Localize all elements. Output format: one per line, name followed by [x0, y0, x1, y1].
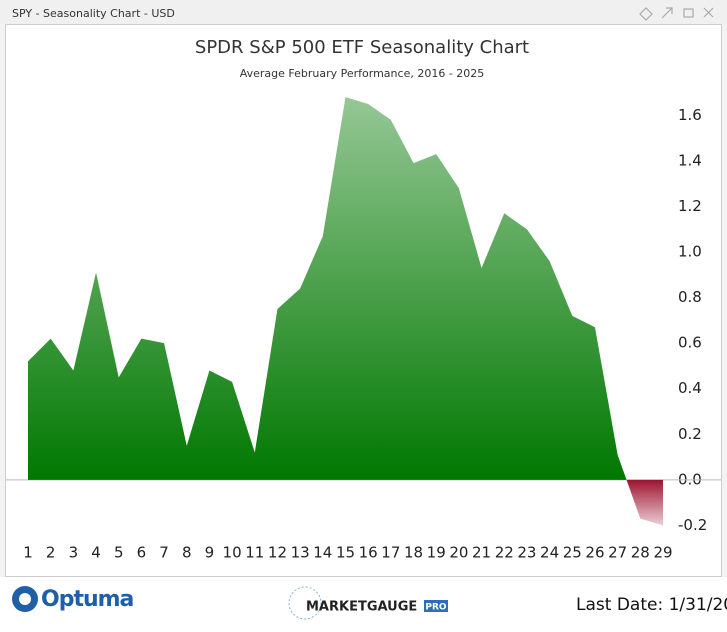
x-tick-label: 21	[472, 544, 491, 562]
x-tick-label: 25	[563, 544, 582, 562]
x-tick-label: 9	[205, 544, 215, 562]
x-tick-label: 4	[91, 544, 101, 562]
window-title: SPY - Seasonality Chart - USD	[12, 7, 175, 20]
chart-title: SPDR S&P 500 ETF Seasonality Chart	[195, 37, 529, 58]
logo-badge: PRO	[425, 603, 447, 613]
marketgauge-logo: MARKETGAUGE PRO	[288, 586, 448, 620]
x-tick-label: 14	[313, 544, 332, 562]
x-tick-label: 3	[69, 544, 79, 562]
x-tick-label: 8	[182, 544, 192, 562]
x-tick-label: 6	[137, 544, 147, 562]
x-tick-label: 13	[291, 544, 310, 562]
logo-center: MARKETGAUGE	[306, 600, 417, 615]
x-tick-label: 27	[608, 544, 627, 562]
title-bar	[0, 0, 727, 24]
x-tick-label: 19	[427, 544, 446, 562]
x-tick-label: 24	[540, 544, 559, 562]
chart-subtitle: Average February Performance, 2016 - 202…	[240, 67, 485, 80]
window-controls[interactable]	[639, 7, 714, 21]
x-tick-label: 2	[46, 544, 56, 562]
x-tick-label: 23	[517, 544, 536, 562]
x-tick-label: 15	[336, 544, 355, 562]
footer	[0, 577, 727, 632]
x-tick-label: 11	[245, 544, 264, 562]
x-tick-label: 16	[359, 544, 378, 562]
last-date: Last Date: 1/31/20	[576, 595, 727, 615]
y-tick-label: -0.2	[678, 516, 707, 534]
x-tick-label: 26	[585, 544, 604, 562]
plot: -0.20.00.20.40.60.81.01.21.41.61 2 3 4 5 6 7 8 9…	[6, 97, 721, 562]
x-tick-label: 22	[495, 544, 514, 562]
area	[28, 97, 663, 526]
x-tick-label: 1	[23, 544, 33, 562]
x-tick-label: 12	[268, 544, 287, 562]
x-tick-label: 29	[653, 544, 672, 562]
y-tick-label: 0.2	[678, 425, 702, 443]
x-tick-label: 5	[114, 544, 124, 562]
x-tick-label: 18	[404, 544, 423, 562]
y-tick-label: 0.8	[678, 288, 702, 306]
y-tick-label: 0.4	[678, 379, 702, 397]
x-tick-label: 10	[223, 544, 242, 562]
logo-left: Optuma	[41, 587, 134, 612]
y-tick-label: 1.6	[678, 106, 702, 124]
y-tick-label: 0.6	[678, 334, 702, 352]
x-tick-label: 7	[159, 544, 169, 562]
optuma-logo: Optuma	[12, 586, 135, 612]
y-tick-label: 1.0	[678, 243, 702, 261]
x-tick-label: 28	[631, 544, 650, 562]
y-tick-label: 1.2	[678, 197, 702, 215]
x-tick-label: 20	[449, 544, 468, 562]
y-tick-label: 1.4	[678, 151, 702, 169]
x-tick-label: 17	[381, 544, 400, 562]
